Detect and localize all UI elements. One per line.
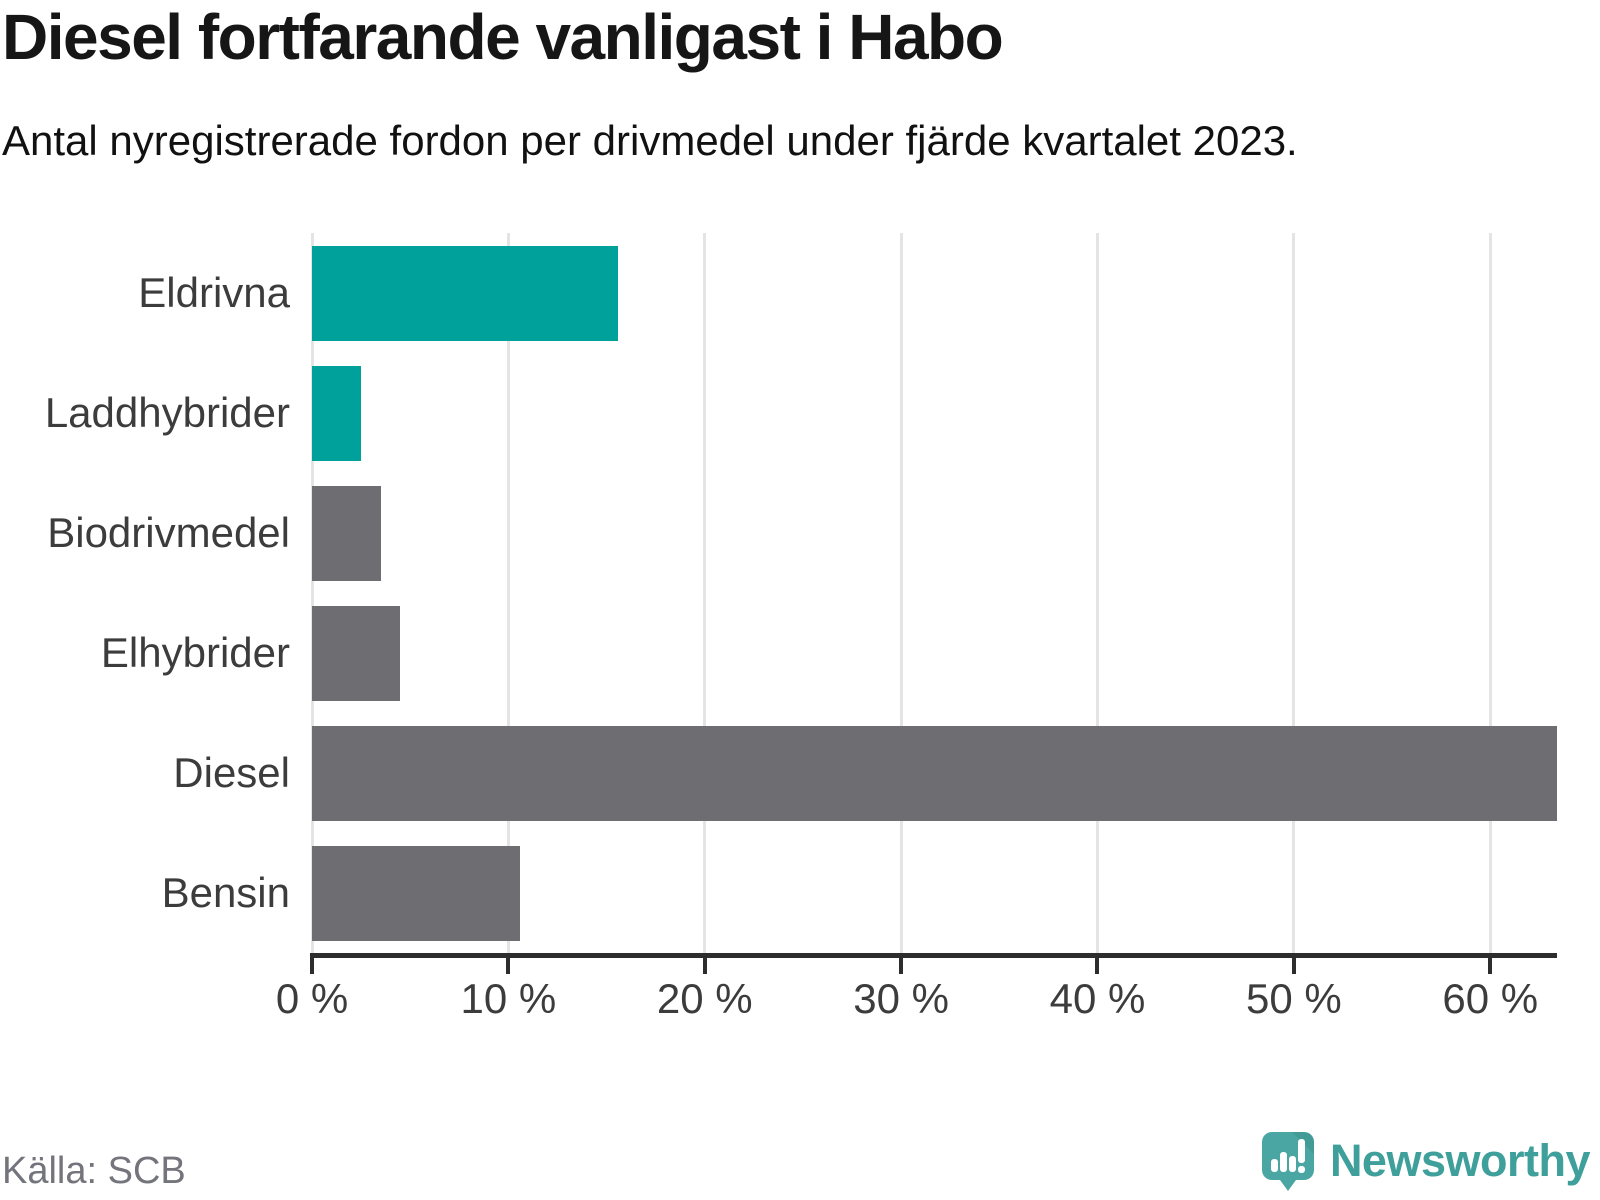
bar-eldrivna: [312, 245, 619, 341]
bar-biodrivmedel: [312, 485, 381, 581]
page-title: Diesel fortfarande vanligast i Habo: [2, 1, 1004, 73]
gridline-60: [1488, 233, 1492, 953]
newsworthy-wordmark: Newsworthy: [1329, 1134, 1591, 1186]
x-tick-0: [310, 958, 314, 974]
x-tick-label-60: 60 %: [1442, 975, 1539, 1022]
x-tick-label-30: 30 %: [853, 975, 949, 1022]
x-tick-label-10: 10 %: [460, 975, 557, 1022]
x-tick-label-0: 0 %: [275, 975, 349, 1022]
x-tick-label-40: 40 %: [1049, 975, 1146, 1022]
gridline-10: [506, 233, 510, 953]
category-label-elhybrider: Elhybrider: [100, 629, 290, 676]
category-label-diesel: Diesel: [173, 749, 290, 796]
bar-bensin: [312, 845, 521, 941]
category-label-bensin: Bensin: [161, 869, 290, 916]
category-label-laddhybrider: Laddhybrider: [44, 389, 290, 436]
x-tick-label-50: 50 %: [1245, 975, 1342, 1022]
x-tick-label-20: 20 %: [656, 975, 753, 1022]
source-note: Källa: SCB: [2, 1150, 186, 1192]
chart-subtitle: Antal nyregistrerade fordon per drivmede…: [2, 117, 1298, 164]
x-tick-40: [1095, 958, 1100, 974]
category-label-eldrivna: Eldrivna: [138, 269, 290, 316]
gridline-50: [1292, 233, 1296, 953]
gridline-40: [1095, 233, 1099, 953]
speech-bubble-bar-chart-icon: [1261, 1132, 1314, 1191]
gridline-20: [703, 233, 707, 953]
x-axis-line: [310, 953, 1557, 958]
x-tick-30: [899, 958, 904, 974]
newsworthy-branding: Newsworthy: [1261, 1132, 1591, 1192]
gridline-30: [899, 233, 903, 953]
x-tick-20: [702, 958, 707, 974]
category-label-biodrivmedel: Biodrivmedel: [47, 509, 290, 556]
bar-diesel: [312, 725, 1557, 821]
bar-elhybrider: [312, 605, 401, 701]
x-tick-50: [1291, 958, 1296, 974]
bar-laddhybrider: [312, 365, 362, 461]
gridline-0: [310, 233, 314, 953]
x-tick-10: [506, 958, 511, 974]
x-tick-60: [1488, 958, 1493, 974]
